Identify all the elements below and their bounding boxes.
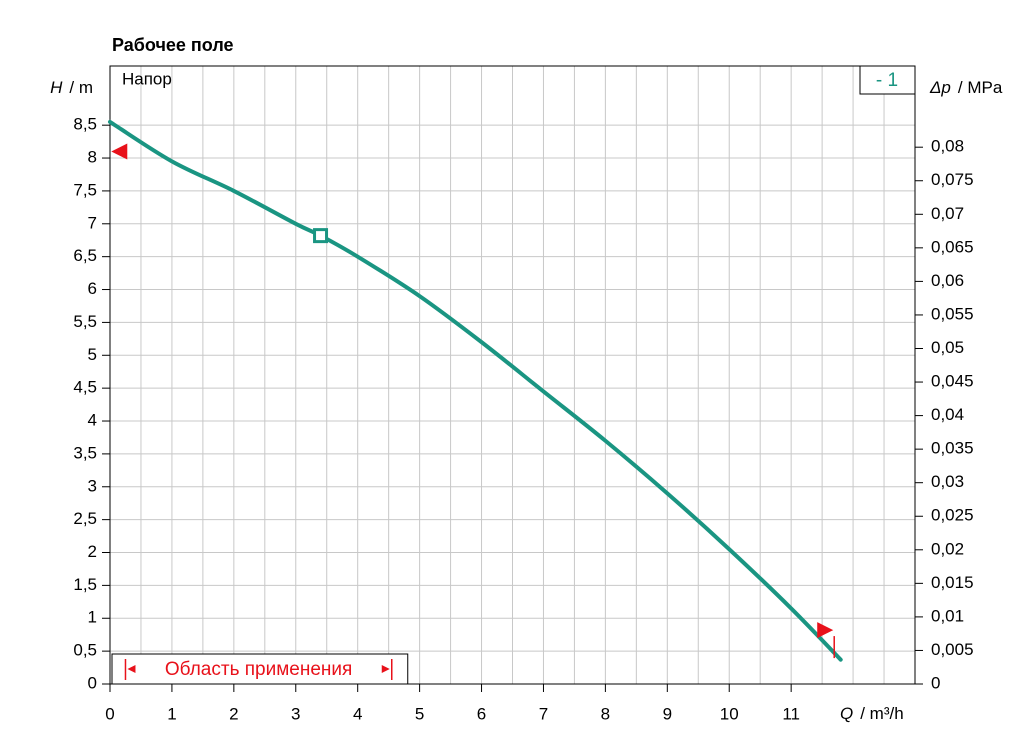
axis-label: H / m	[50, 78, 93, 97]
y2-tick-label: 0,065	[931, 237, 974, 256]
axis-label: Δp / MPa	[929, 78, 1003, 97]
y2-tick-label: 0,005	[931, 640, 974, 659]
y-tick-label: 8	[88, 148, 97, 167]
y2-tick-label: 0,08	[931, 137, 964, 156]
axis-symbol: H	[50, 78, 63, 97]
x-tick-label: 7	[539, 704, 548, 723]
y-tick-label: 3,5	[73, 443, 97, 462]
x-tick-label: 8	[601, 704, 610, 723]
y2-tick-label: 0,01	[931, 606, 964, 625]
y-tick-label: 5,5	[73, 312, 97, 331]
y-tick-label: 3	[88, 476, 97, 495]
y2-tick-label: 0,02	[931, 539, 964, 558]
y-tick-label: 8,5	[73, 115, 97, 134]
y-tick-label: 6	[88, 279, 97, 298]
y2-tick-label: 0,045	[931, 372, 974, 391]
axis-label: Q / m³/h	[840, 704, 904, 723]
x-tick-label: 2	[229, 704, 238, 723]
y-tick-label: 4	[88, 411, 97, 430]
y2-tick-label: 0,055	[931, 304, 974, 323]
y2-tick-label: 0,07	[931, 204, 964, 223]
y-tick-label: 7,5	[73, 180, 97, 199]
y2-tick-label: 0,05	[931, 338, 964, 357]
y-tick-label: 4,5	[73, 378, 97, 397]
range-arrow	[381, 665, 390, 673]
pump-curve	[108, 119, 843, 662]
x-tick-label: 9	[663, 704, 672, 723]
axis-unit: / MPa	[958, 78, 1003, 97]
y-tick-label: 0	[88, 673, 97, 692]
x-tick-label: 5	[415, 704, 424, 723]
x-tick-label: 3	[291, 704, 300, 723]
x-tick-label: 0	[105, 704, 114, 723]
y2-tick-label: 0,06	[931, 271, 964, 290]
x-tick-label: 4	[353, 704, 362, 723]
y-tick-label: 5	[88, 345, 97, 364]
axis-symbol: Q	[840, 704, 853, 723]
y-tick-label: 1,5	[73, 575, 97, 594]
x-tick-label: 11	[782, 704, 800, 723]
legend-box	[859, 65, 916, 95]
axis-unit: / m	[69, 78, 93, 97]
y-tick-label: 2	[88, 542, 97, 561]
y-tick-label: 6,5	[73, 246, 97, 265]
y-tick-label: 2,5	[73, 509, 97, 528]
limit-marker	[817, 622, 834, 639]
y2-tick-label: 0	[931, 673, 940, 692]
range-box	[111, 653, 409, 685]
limit-marker	[111, 143, 128, 160]
y2-tick-label: 0,03	[931, 472, 964, 491]
plot-frame	[109, 65, 916, 685]
y2-tick-label: 0,04	[931, 405, 964, 424]
range-label: Область применения	[165, 659, 352, 680]
y2-tick-label: 0,025	[931, 506, 974, 525]
y-tick-label: 0,5	[73, 641, 97, 660]
legend-entry: - 1	[876, 70, 898, 91]
y2-tick-label: 0,075	[931, 170, 974, 189]
curve-label: Напор	[122, 69, 172, 88]
range-arrow	[127, 665, 136, 673]
y2-tick-label: 0,035	[931, 439, 974, 458]
x-tick-label: 10	[720, 704, 739, 723]
y-tick-label: 1	[88, 608, 97, 627]
x-tick-label: 1	[167, 704, 176, 723]
axis-unit: / m³/h	[860, 704, 903, 723]
axis-symbol: Δp	[929, 78, 951, 97]
y-tick-label: 7	[88, 213, 97, 232]
operating-point	[313, 228, 329, 244]
chart-title: Рабочее поле	[112, 35, 234, 55]
x-tick-label: 6	[477, 704, 486, 723]
y2-tick-label: 0,015	[931, 573, 974, 592]
